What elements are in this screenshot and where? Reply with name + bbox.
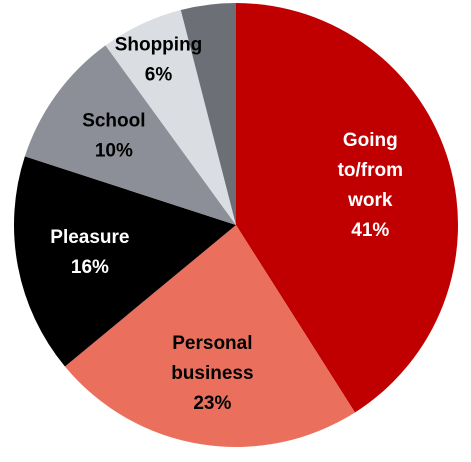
slice-label-line: work bbox=[347, 190, 393, 211]
slice-label: Pleasure bbox=[50, 227, 129, 248]
pie-slice bbox=[64, 225, 355, 448]
value-label: 23% bbox=[193, 393, 231, 414]
slice-label-line: to/from bbox=[338, 160, 403, 181]
value-label: 6% bbox=[145, 64, 173, 85]
value-label: 10% bbox=[95, 140, 133, 161]
pie-slice bbox=[24, 45, 237, 226]
pie-slice bbox=[180, 2, 236, 225]
slice-label-line: Pleasure bbox=[50, 227, 129, 248]
slice-label-line: School bbox=[82, 110, 145, 131]
value-label: 41% bbox=[351, 220, 389, 241]
slice-label-line: Going bbox=[343, 130, 398, 151]
slice-label: Personal business bbox=[171, 333, 253, 384]
slice-label-line: Shopping bbox=[115, 34, 203, 55]
slice-label: Shopping bbox=[115, 34, 203, 55]
slice-label: School bbox=[82, 110, 145, 131]
slice-label: Going to/from work bbox=[338, 130, 403, 211]
labels: Going to/from work 41% Personal business 23% Pl… bbox=[50, 34, 403, 414]
pie-slice bbox=[13, 156, 237, 367]
value-label: 16% bbox=[71, 257, 109, 278]
slice-label-line: business bbox=[171, 363, 253, 384]
pie-slice bbox=[105, 9, 236, 226]
slice-label-line: Personal bbox=[172, 333, 252, 354]
slices bbox=[13, 2, 458, 448]
pie-slice bbox=[236, 3, 458, 413]
